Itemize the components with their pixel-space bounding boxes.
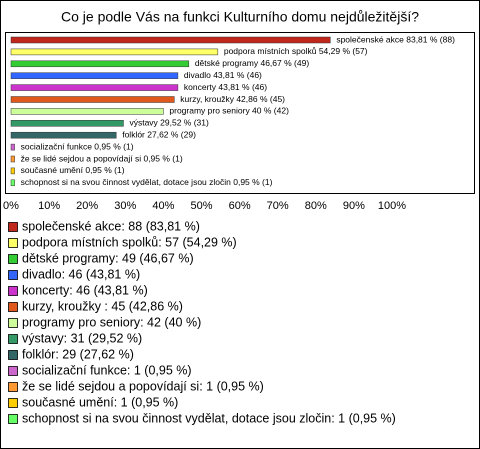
legend-swatch (8, 286, 18, 296)
label-background (18, 177, 275, 188)
label-background (18, 165, 127, 176)
legend-swatch (8, 350, 18, 360)
legend-label: současné umění: 1 (0,95 %) (22, 395, 178, 409)
legend-swatch (8, 398, 18, 408)
label-background (178, 94, 288, 105)
bar (10, 120, 124, 127)
label-background (221, 46, 370, 57)
bar-value-label: že se lidé sejdou a popovídají si 0,95 %… (21, 153, 183, 163)
bar-value-label: koncerty 43,81 % (46) (184, 82, 267, 92)
bar-value-label: schopnost si na svou činnost vydělat, do… (21, 177, 273, 187)
x-tick-label: 100% (378, 200, 406, 212)
bar (10, 143, 15, 151)
bar-value-label: socializační funkce 0,95 % (1) (21, 141, 134, 151)
bar (10, 60, 190, 68)
bar (10, 72, 179, 79)
label-background (181, 70, 264, 81)
legend-label: schopnost si na svou činnost vydělat, do… (22, 411, 396, 425)
bar (10, 96, 175, 103)
bar (10, 108, 164, 115)
label-background (334, 35, 457, 45)
label-background (167, 106, 291, 117)
bar (10, 84, 179, 91)
x-tick-label: 30% (114, 200, 136, 212)
bar-value-label: kurzy, kroužky 42,86 % (45) (180, 94, 285, 104)
chart-title: Co je podle Vás na funkci Kulturního dom… (61, 9, 419, 25)
legend-swatch (8, 366, 18, 376)
legend-label: divadlo: 46 (43,81 %) (22, 267, 140, 281)
bar-value-label: folklór 27,62 % (29) (122, 129, 196, 139)
bar-value-label: dětské programy 46,67 % (49) (195, 58, 310, 68)
x-tick-label: 20% (76, 200, 98, 212)
label-background (192, 58, 312, 69)
bar (10, 179, 15, 187)
bar-value-label: divadlo 43,81 % (46) (184, 70, 262, 80)
x-tick-label: 0% (3, 200, 19, 212)
legend-label: programy pro seniory: 42 (40 %) (22, 315, 201, 329)
legend-label: že se lidé sejdou a popovídají si: 1 (0,… (22, 379, 264, 393)
x-tick-label: 60% (229, 200, 251, 212)
bar (10, 167, 15, 175)
x-tick-label: 80% (305, 200, 327, 212)
legend-label: dětské programy: 49 (46,67 %) (22, 251, 194, 265)
x-tick-label: 50% (190, 200, 212, 212)
legend-label: výstavy: 31 (29,52 %) (22, 331, 142, 345)
legend-swatch (8, 222, 18, 232)
bar-value-label: současné umění 0,95 % (1) (21, 165, 125, 175)
legend-swatch (8, 238, 18, 248)
bar-value-label: programy pro seniory 40 % (42) (169, 106, 289, 116)
legend-label: koncerty: 46 (43,81 %) (22, 283, 148, 297)
legend-swatch (8, 302, 18, 312)
legend-swatch (8, 318, 18, 328)
legend-swatch (8, 414, 18, 424)
x-tick-label: 90% (343, 200, 365, 212)
x-tick-label: 70% (267, 200, 289, 212)
legend-swatch (8, 382, 18, 392)
bar (10, 155, 15, 163)
label-background (120, 130, 198, 141)
legend-label: folklór: 29 (27,62 %) (22, 347, 134, 361)
bar (10, 48, 219, 56)
label-background (18, 154, 185, 164)
bar-value-label: podpora místních spolků 54,29 % (57) (224, 46, 368, 56)
legend-swatch (8, 254, 18, 264)
bar (10, 131, 117, 139)
legend-swatch (8, 334, 18, 344)
label-background (127, 118, 211, 129)
x-tick-label: 10% (38, 200, 60, 212)
bar-value-label: společenské akce 83,81 % (88) (336, 34, 455, 44)
label-background (181, 82, 270, 93)
legend-label: kurzy, kroužky : 45 (42,86 %) (22, 299, 183, 313)
x-tick-label: 40% (152, 200, 174, 212)
legend-swatch (8, 270, 18, 280)
legend-label: socializační funkce: 1 (0,95 %) (22, 363, 192, 377)
bar (10, 36, 331, 44)
label-background (18, 142, 136, 153)
bar-value-label: výstavy 29,52 % (31) (129, 118, 209, 128)
legend-label: podpora místních spolků: 57 (54,29 %) (22, 235, 237, 249)
legend-label: společenské akce: 88 (83,81 %) (22, 219, 200, 233)
